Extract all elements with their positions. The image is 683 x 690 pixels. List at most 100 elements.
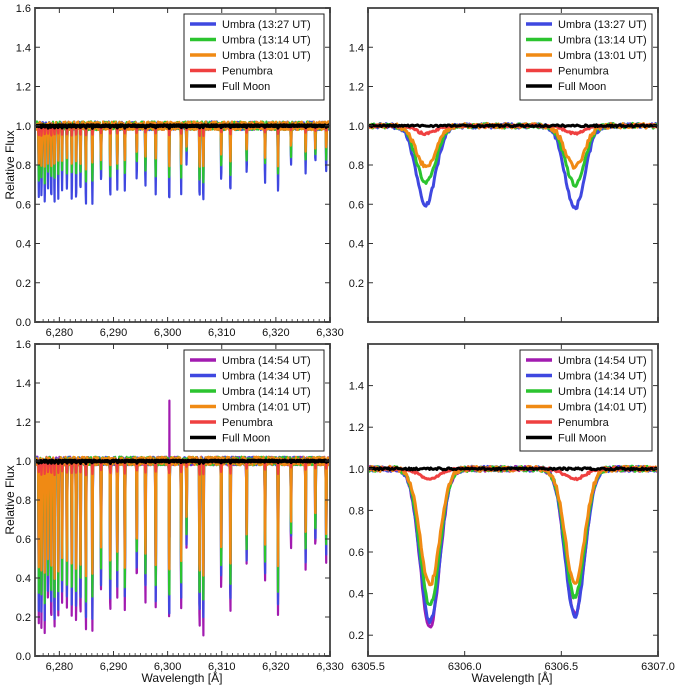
legend-item: Full Moon (526, 81, 606, 93)
series-line-umbra-14-01-ut (368, 464, 658, 587)
x-tick-label: 6,290 (100, 327, 128, 339)
y-tick-label: 1.2 (349, 82, 364, 94)
y-tick-label: 1.6 (16, 339, 31, 351)
x-tick-label: 6,300 (154, 327, 182, 339)
x-tick-label: 6,300 (154, 661, 182, 673)
legend-label: Full Moon (558, 433, 606, 445)
x-tick-label: 6307.0 (641, 661, 675, 673)
x-tick-label: 6,320 (262, 661, 290, 673)
legend-item: Umbra (13:01 UT) (526, 50, 647, 62)
plot-area (368, 121, 658, 211)
y-tick-label: 1.2 (16, 417, 31, 429)
y-tick-label: 0.6 (349, 199, 364, 211)
x-tick-label: 6,330 (316, 327, 344, 339)
legend-box (183, 349, 325, 452)
x-tick-label: 6305.5 (351, 661, 385, 673)
plot-area (368, 464, 658, 629)
legend-item: Umbra (14:54 UT) (190, 355, 311, 367)
y-tick-label: 1.6 (16, 3, 31, 15)
legend-label: Umbra (13:27 UT) (558, 19, 647, 31)
x-tick-label: 6306.5 (545, 661, 579, 673)
legend-item: Umbra (13:14 UT) (190, 35, 311, 47)
y-tick-label: 0.2 (349, 278, 364, 290)
legend-label: Penumbra (222, 417, 274, 429)
y-tick-label: 1.4 (349, 42, 364, 54)
series-line-umbra-13-27-ut (368, 121, 658, 211)
legend-item: Umbra (13:27 UT) (526, 19, 647, 31)
legend-item: Full Moon (190, 433, 270, 445)
x-tick-label: 6,280 (46, 327, 74, 339)
x-tick-label: 6306.0 (448, 661, 482, 673)
y-tick-label: 0.8 (349, 505, 364, 517)
legend-item: Umbra (14:01 UT) (526, 402, 647, 414)
legend-label: Penumbra (558, 417, 610, 429)
y-tick-label: 1.0 (349, 464, 364, 476)
legend-item: Umbra (13:14 UT) (526, 35, 647, 47)
series-line-full-moon (35, 123, 330, 130)
legend-item: Umbra (14:54 UT) (526, 355, 647, 367)
legend-item: Full Moon (526, 433, 606, 445)
legend: Umbra (14:54 UT) Umbra (14:34 UT) Umbra (1… (519, 349, 653, 452)
legend-label: Umbra (14:01 UT) (222, 402, 311, 414)
x-tick-label: 6,320 (262, 327, 290, 339)
y-tick-label: 0.4 (349, 239, 364, 251)
y-tick-label: 1.4 (16, 378, 31, 390)
legend-label: Umbra (13:01 UT) (222, 50, 311, 62)
series-line-full-moon (368, 123, 658, 129)
legend-item: Penumbra (526, 66, 610, 78)
y-tick-label: 0.2 (16, 278, 31, 290)
legend-item: Penumbra (190, 417, 274, 429)
y-tick-label: 0.0 (16, 317, 31, 329)
y-tick-label: 1.2 (16, 82, 31, 94)
y-tick-label: 1.2 (349, 422, 364, 434)
y-tick-label: 0.6 (16, 534, 31, 546)
legend-label: Umbra (14:01 UT) (558, 402, 647, 414)
legend-label: Umbra (13:27 UT) (222, 19, 311, 31)
x-tick-label: 6,330 (316, 661, 344, 673)
legend-label: Umbra (13:14 UT) (222, 35, 311, 47)
y-tick-label: 0.2 (16, 612, 31, 624)
legend-label: Full Moon (558, 81, 606, 93)
y-tick-label: 0.6 (16, 199, 31, 211)
legend-box (519, 349, 653, 452)
legend-item: Full Moon (190, 81, 270, 93)
x-tick-label: 6,310 (208, 327, 236, 339)
legend-label: Umbra (13:14 UT) (558, 35, 647, 47)
legend: Umbra (13:27 UT) Umbra (13:14 UT) Umbra (1… (519, 13, 653, 101)
legend: Umbra (14:54 UT) Umbra (14:34 UT) Umbra (1… (183, 349, 325, 452)
legend-label: Umbra (13:01 UT) (558, 50, 647, 62)
series-line-full-moon (35, 458, 330, 466)
legend-label: Umbra (14:34 UT) (222, 371, 311, 383)
x-axis-label-right: Wavelength [Å] (472, 670, 553, 685)
y-tick-label: 0.6 (349, 547, 364, 559)
legend-item: Penumbra (190, 66, 274, 78)
legend-item: Umbra (14:34 UT) (526, 371, 647, 383)
y-tick-label: 1.4 (349, 381, 364, 393)
x-axis-label-left: Wavelength [Å] (142, 670, 223, 685)
plot-area (35, 120, 330, 205)
y-tick-label: 1.0 (349, 121, 364, 133)
legend-label: Umbra (14:34 UT) (558, 371, 647, 383)
legend-item: Penumbra (526, 417, 610, 429)
panel-bottom-right-zoom-14h: 0.2 0.4 0.6 0.8 1.0 1.2 1.4 6305.5 6306.0 6306.5 6… (349, 343, 675, 673)
y-tick-label: 0.4 (16, 573, 31, 585)
legend-label: Umbra (14:14 UT) (558, 386, 647, 398)
plot-area (35, 399, 330, 637)
legend-label: Penumbra (222, 66, 274, 78)
legend: Umbra (13:27 UT) Umbra (13:14 UT) Umbra (1… (183, 13, 325, 101)
legend-label: Umbra (14:54 UT) (222, 355, 311, 367)
panel-top-left-umbra-13h: 0.0 0.2 0.4 0.6 0.8 1.0 1.2 1.4 1.6 6,280 6,290 6,3… (16, 3, 344, 339)
y-tick-label: 1.0 (16, 121, 31, 133)
legend-label: Umbra (14:54 UT) (558, 355, 647, 367)
y-tick-label: 0.4 (16, 239, 31, 251)
series-line-full-moon (368, 466, 658, 472)
y-axis-label-top: Relative Flux (3, 130, 17, 199)
legend-item: Umbra (14:14 UT) (190, 386, 311, 398)
legend-item: Umbra (13:01 UT) (190, 50, 311, 62)
legend-label: Full Moon (222, 81, 270, 93)
axes-frame (367, 343, 659, 657)
legend-item: Umbra (13:27 UT) (190, 19, 311, 31)
y-tick-label: 1.0 (16, 456, 31, 468)
